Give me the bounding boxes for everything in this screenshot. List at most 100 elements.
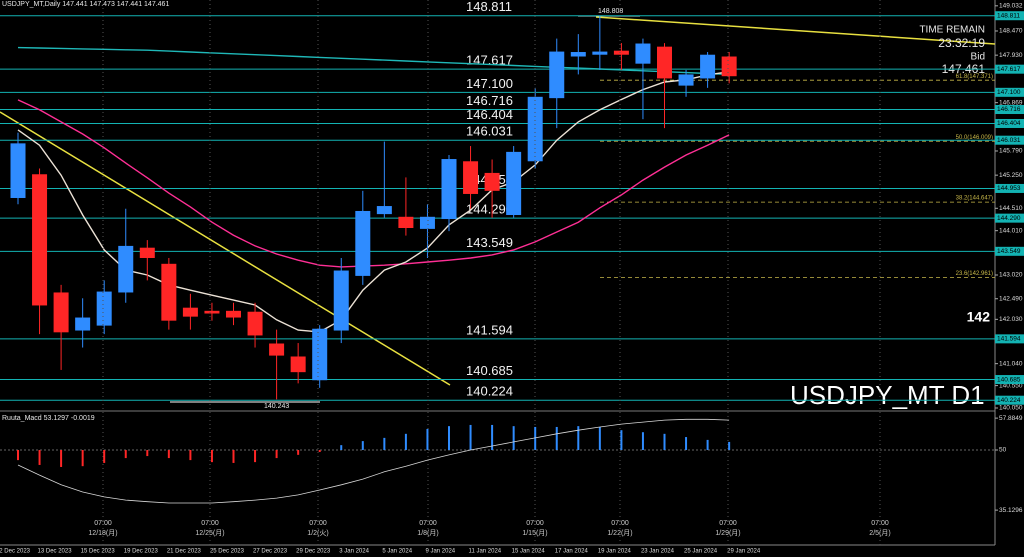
period-date: 1/8(月) [417, 529, 438, 537]
candle-body [700, 54, 716, 79]
candle-body [75, 317, 91, 331]
time-remain: 23:32:19 [938, 36, 985, 50]
period-time: 07:00 [719, 520, 737, 527]
macd-signal [17, 418, 730, 504]
fib-label: 23.6(142.961) [956, 271, 993, 277]
x-tick-label: 23 Jan 2024 [641, 549, 675, 555]
candle-body [441, 159, 457, 220]
candle-body [333, 270, 349, 331]
candle-body [463, 161, 479, 194]
y-tick-label: 145.250 [999, 172, 1023, 179]
fib-label: 61.8(147.371) [956, 74, 993, 80]
x-tick-label: 25 Dec 2023 [210, 549, 245, 555]
period-time: 07:00 [526, 520, 544, 527]
x-tick-label: 25 Jan 2024 [684, 549, 718, 555]
y-tick-label: 141.040 [999, 360, 1023, 367]
candle-body [118, 245, 134, 293]
candle-body [721, 56, 737, 77]
level-axis-label: 146.716 [997, 106, 1021, 113]
candle-body [96, 291, 112, 326]
x-tick-label: 15 Jan 2024 [512, 549, 546, 555]
trend-line [595, 16, 996, 45]
level-axis-box [995, 395, 1024, 405]
level-axis-box [995, 213, 1024, 223]
bid-label: Bid [971, 52, 985, 63]
y-tick-label: 149.032 [999, 3, 1023, 10]
candle-body [484, 172, 500, 191]
period-date: 12/25(月) [195, 529, 224, 537]
chart-header: USDJPY_MT,Daily 147.441 147.473 147.441 … [2, 1, 169, 8]
candle-body [527, 96, 543, 162]
low-label: 140.243 [264, 403, 289, 410]
period-time: 07:00 [611, 520, 629, 527]
level-label: 146.031 [466, 124, 513, 139]
level-axis-label: 147.100 [997, 89, 1021, 96]
level-axis-label: 140.224 [997, 397, 1021, 404]
level-axis-label: 146.031 [997, 137, 1021, 144]
ma-line [17, 71, 730, 333]
trend-line [0, 111, 451, 386]
period-date: 1/29(月) [715, 529, 740, 537]
x-tick-label: 3 Jan 2024 [339, 549, 369, 555]
period-time: 07:00 [309, 520, 327, 527]
level-axis-box [995, 87, 1024, 97]
period-time: 07:00 [94, 520, 112, 527]
level-label: 147.100 [466, 76, 513, 91]
candle-body [226, 310, 241, 318]
candle-body [613, 50, 629, 55]
level-axis-box [995, 183, 1024, 193]
y-tick-label: 142.030 [999, 316, 1023, 323]
level-axis-label: 140.685 [997, 376, 1021, 383]
y-tick-label: 148.470 [999, 28, 1023, 35]
candle-body [592, 51, 608, 55]
chart-title: USDJPY_MT D1 [790, 380, 985, 410]
macd-header: Ruuta_Macd 53.1297 -0.0019 [2, 415, 95, 422]
period-date: 1/2(火) [307, 529, 328, 537]
candle-body [161, 263, 177, 321]
candle-body [10, 143, 26, 198]
candle-body [32, 174, 48, 306]
level-label: 144.290 [466, 202, 513, 217]
x-tick-label: 15 Dec 2023 [81, 549, 116, 555]
big-label: 142 [967, 309, 991, 325]
level-axis-label: 144.290 [997, 215, 1021, 222]
macd-tick-label: 57.8849 [999, 415, 1023, 422]
y-tick-label: 140.550 [999, 382, 1023, 389]
candle-body [355, 210, 371, 276]
y-tick-label: 144.510 [999, 205, 1023, 212]
level-axis-label: 143.549 [997, 248, 1021, 255]
candle-body [139, 247, 155, 258]
x-tick-label: 21 Dec 2023 [167, 549, 202, 555]
x-tick-label: 17 Jan 2024 [555, 549, 589, 555]
x-tick-label: 11 Jan 2024 [469, 549, 502, 555]
period-time: 07:00 [201, 520, 219, 527]
candle-body [53, 292, 69, 333]
candle-body [678, 74, 694, 86]
y-tick-label: 144.010 [999, 227, 1023, 234]
candle-body [419, 216, 435, 229]
candle-body [506, 151, 522, 216]
candle-body [657, 46, 672, 79]
candle-body [398, 216, 414, 228]
level-axis-box [995, 11, 1024, 21]
x-tick-label: 27 Dec 2023 [253, 549, 288, 555]
x-tick-label: 5 Jan 2024 [382, 549, 412, 555]
x-tick-label: 9 Jan 2024 [425, 549, 455, 555]
level-axis-box [995, 375, 1024, 385]
ma-line [17, 99, 730, 268]
candle-body [570, 52, 586, 57]
level-axis-label: 148.811 [997, 12, 1020, 19]
y-tick-label: 142.490 [999, 295, 1023, 302]
time-remain-label: TIME REMAIN [919, 25, 985, 36]
macd-tick-label: 35.1296 [999, 507, 1023, 514]
period-date: 1/15(月) [522, 529, 547, 537]
candle-body [549, 51, 565, 99]
x-tick-label: 19 Dec 2023 [124, 549, 159, 555]
level-label: 140.685 [466, 363, 513, 378]
candle-body [269, 343, 285, 356]
level-axis-box [995, 246, 1024, 256]
level-axis-label: 144.953 [997, 185, 1021, 192]
x-tick-label: 12 Dec 2023 [0, 549, 31, 555]
